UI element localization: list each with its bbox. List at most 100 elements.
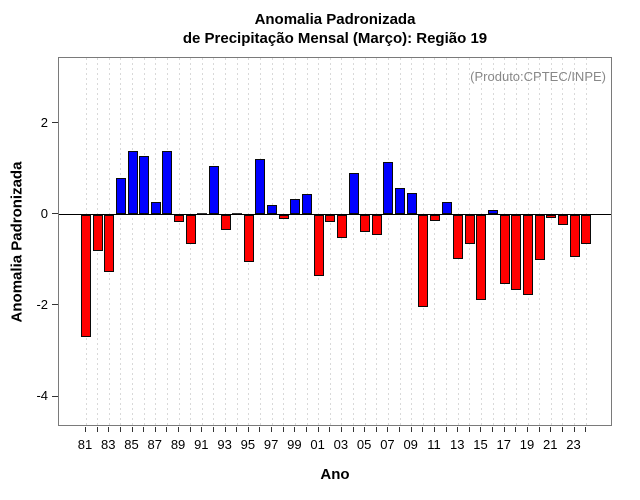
gridline [283,58,285,425]
bar-89 [174,215,185,223]
x-tick [573,427,575,432]
x-tick [468,427,470,432]
gridline [201,58,203,425]
y-tick [52,213,58,215]
x-tick [340,427,342,432]
bar-20 [534,215,545,260]
bar-93 [220,215,231,231]
y-tick [52,395,58,397]
x-tick-label: 15 [473,437,488,452]
x-tick [538,427,540,432]
gridline [143,58,145,425]
x-tick [422,427,424,432]
x-tick-label: 97 [263,437,279,452]
x-tick-label: 83 [101,437,116,452]
bar-07 [383,162,394,215]
x-tick [271,427,273,432]
x-tick [352,427,354,432]
x-tick-label: 23 [566,437,581,452]
x-tick [457,427,459,432]
x-tick-label: 99 [287,437,302,452]
zero-baseline [59,214,611,216]
x-tick [259,427,261,432]
x-tick [294,427,296,432]
y-tick-label: -4 [36,388,48,403]
gridline [376,58,378,425]
gridline [411,58,413,425]
x-tick [224,427,226,432]
x-tick [480,427,482,432]
x-tick [154,427,156,432]
bar-95 [243,215,254,263]
bar-15 [476,215,487,301]
y-tick-label: -2 [36,296,48,312]
bar-96 [255,158,266,215]
bar-03 [336,215,347,239]
x-tick [527,427,529,432]
bar-01 [313,215,324,277]
x-tick-label: 89 [170,437,186,452]
x-axis-label: Ano [320,466,350,483]
chart-title-line1: Anomalia Padronizada [254,11,416,28]
bar-14 [464,215,475,245]
x-tick-label: 17 [496,437,511,452]
x-tick [166,427,168,432]
x-tick-label: 91 [194,437,209,452]
gridline [259,58,261,425]
plot-area: (Produto:CPTEC/INPE) [58,57,612,426]
x-tick [96,427,98,432]
bar-19 [523,215,534,295]
x-tick [445,427,447,432]
x-tick [119,427,121,432]
producer-annotation: (Produto:CPTEC/INPE) [470,69,606,84]
gridline [364,58,366,425]
bar-22 [557,215,568,226]
gridline [236,58,238,425]
bar-08 [395,188,406,215]
bar-05 [360,215,371,233]
gridline [166,58,168,425]
x-tick-label: 09 [403,437,418,452]
y-tick [52,304,58,306]
y-tick-label: 2 [40,114,48,130]
x-tick [282,427,284,432]
x-tick [329,427,331,432]
x-tick [247,427,249,432]
gridline [550,58,552,425]
gridline [562,58,564,425]
x-tick [561,427,563,432]
x-tick [550,427,552,432]
bar-84 [115,177,126,215]
gridline [120,58,122,425]
x-tick [189,427,191,432]
x-tick-label: 93 [217,437,232,452]
bar-87 [150,201,161,215]
x-tick-label: 11 [427,437,441,452]
bar-18 [511,215,522,291]
y-tick-label: 0 [40,205,48,221]
gridline [387,58,389,425]
x-tick [131,427,133,432]
x-tick [375,427,377,432]
x-tick-label: 01 [310,437,325,452]
bar-09 [406,192,417,215]
bar-13 [453,215,464,260]
x-tick-label: 87 [147,437,163,452]
x-tick [433,427,435,432]
x-tick [201,427,203,432]
bar-21 [546,215,557,218]
gridline [399,58,401,425]
gridline [225,58,227,425]
x-tick [387,427,389,432]
gridline [178,58,180,425]
gridline [132,58,134,425]
gridline [341,58,343,425]
gridline [155,58,157,425]
bar-04 [348,173,359,215]
x-tick [515,427,517,432]
x-tick-label: 03 [333,437,349,452]
bar-17 [499,215,510,284]
x-tick-label: 19 [519,437,535,452]
x-tick-label: 95 [240,437,256,452]
